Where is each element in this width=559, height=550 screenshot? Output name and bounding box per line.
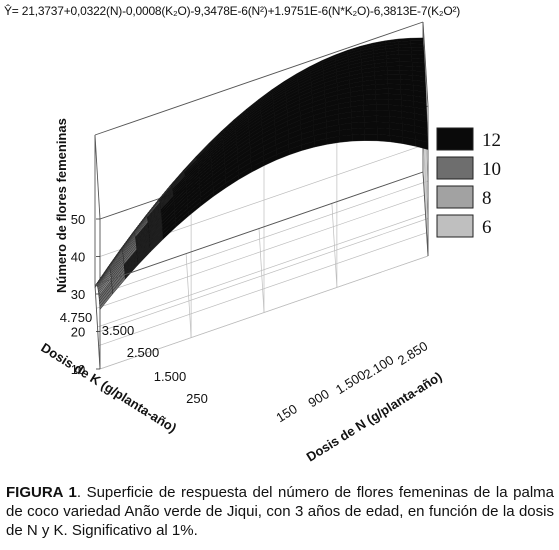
surface-cell <box>399 61 413 67</box>
legend-swatch <box>436 214 474 238</box>
surface-cell <box>399 74 414 81</box>
surface-cell <box>374 79 389 85</box>
surface-cell <box>399 69 413 76</box>
legend-swatch <box>436 185 474 209</box>
grid-line <box>97 213 426 328</box>
surface-cell <box>375 88 389 95</box>
surface-cell <box>376 115 390 123</box>
figure-area: Ŷ= 21,3737+0,0322(N)-0,0008(K₂O)-9,3478E… <box>4 4 501 465</box>
grid-line <box>99 255 429 370</box>
z-axis-label: Número de flores femeninas <box>54 118 69 293</box>
box-edge <box>422 171 429 257</box>
surface-cell <box>410 46 425 52</box>
surface-cell <box>375 99 389 105</box>
surface-cell <box>410 37 424 42</box>
surface-cell <box>388 93 402 101</box>
y-tick-label: 250 <box>186 391 208 406</box>
caption-text: . Superficie de respuesta del número de … <box>6 484 555 539</box>
surface-cell <box>364 121 378 129</box>
x-tick-label: 900 <box>305 386 331 410</box>
x-tick-label: 2.100 <box>361 352 397 382</box>
box-edge <box>94 134 101 220</box>
surface-cell <box>376 110 390 117</box>
surface-cell <box>364 127 378 135</box>
surface-cell <box>363 110 377 117</box>
box-edge <box>94 171 424 286</box>
surface-cell <box>376 104 390 111</box>
x-tick-label: 2.850 <box>395 338 431 368</box>
surface-cell <box>399 65 413 71</box>
surface-cell <box>397 37 411 42</box>
surface-cell <box>411 50 425 55</box>
surface-cell <box>375 83 389 90</box>
z-tick-label: 10 <box>71 362 85 377</box>
regression-equation: Ŷ= 21,3737+0,0322(N)-0,0008(K₂O)-9,3478E… <box>4 4 461 18</box>
caption-label: FIGURA 1 <box>6 484 77 501</box>
z-tick-label: 40 <box>71 250 85 265</box>
y-tick-label: 3.500 <box>102 323 135 338</box>
surface-cell <box>388 99 402 106</box>
surface-cell <box>376 127 391 136</box>
figure-caption: FIGURA 1. Superficie de respuesta del nú… <box>6 483 554 540</box>
surface-cell <box>388 104 402 112</box>
x-tick-label: 150 <box>273 401 299 425</box>
surface-cell <box>411 54 425 59</box>
surface-cell <box>351 121 365 130</box>
y-tick-label: 2.500 <box>127 345 160 360</box>
y-tick-label: 4.750 <box>60 310 93 325</box>
surface-cell <box>387 74 401 80</box>
surface-cell <box>387 88 402 95</box>
box-edge <box>94 284 101 370</box>
grid-line <box>96 195 425 309</box>
surface-cell <box>377 134 391 143</box>
surface-cell <box>388 110 403 118</box>
z-tick-label: 30 <box>71 287 85 302</box>
response-surface <box>94 37 429 311</box>
surface-cell <box>351 134 366 142</box>
surface-cell <box>398 57 413 63</box>
z-tick-label: 20 <box>71 325 85 340</box>
surface-cell <box>351 127 365 136</box>
surface-cell <box>410 40 424 45</box>
surface-cell <box>400 79 414 86</box>
surface-cell <box>376 121 390 129</box>
legend-swatch <box>436 127 474 151</box>
plot-box-front <box>94 21 429 370</box>
surface-cell <box>387 83 401 90</box>
x-axis-label: Dosis de N (g/planta-año) <box>304 369 445 465</box>
legend-label: 6 <box>482 217 492 238</box>
box-edge <box>422 21 429 107</box>
surface-cell <box>398 50 412 55</box>
box-edge <box>94 21 424 136</box>
surface-cell <box>364 134 378 142</box>
z-tick-label: 50 <box>71 212 85 227</box>
legend-label: 10 <box>482 159 501 180</box>
surface-cell <box>387 69 401 75</box>
grid-line <box>98 232 427 346</box>
surface-cell <box>387 79 401 85</box>
legend: 12 10 8 6 <box>436 127 501 238</box>
y-tick-label: 1.500 <box>154 369 187 384</box>
surface-cell <box>363 99 377 106</box>
legend-label: 12 <box>482 130 501 151</box>
legend-label: 8 <box>482 188 492 209</box>
surface-cell <box>363 115 378 123</box>
surface-cell <box>375 93 389 100</box>
legend-swatch <box>436 156 474 180</box>
surface-cell <box>363 104 377 111</box>
surface-cell <box>386 61 400 67</box>
surface-cell <box>386 65 400 71</box>
surface-cell <box>398 54 412 59</box>
surface-cell <box>410 43 424 48</box>
